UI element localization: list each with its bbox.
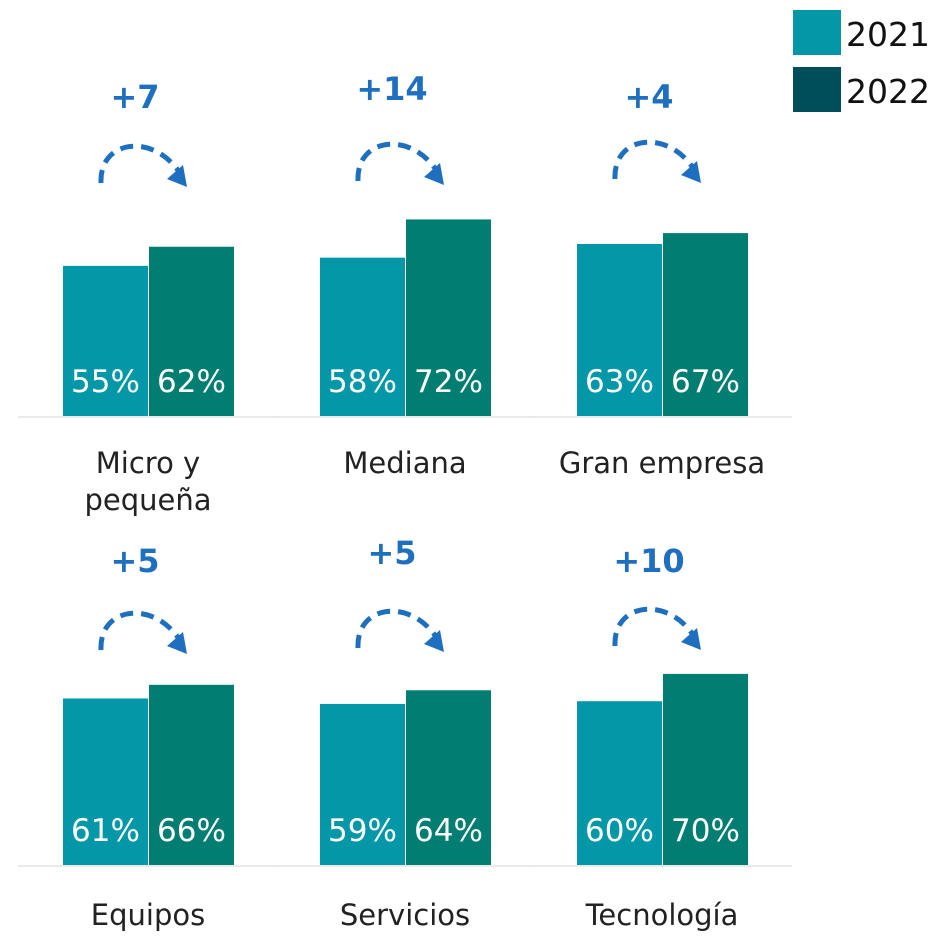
legend-swatch-2022: [793, 67, 841, 112]
change-arrow-mediana: [355, 141, 441, 182]
bar-gran-empresa-2022: [663, 233, 748, 416]
change-arrow-head-gran-empresa: [681, 161, 701, 183]
bar-servicios-2021: [320, 703, 405, 865]
change-arrow-head-mediana: [424, 163, 444, 185]
bar-micro-y-pequeña-2022: [149, 246, 234, 416]
change-arrow-head-tecnología: [681, 628, 701, 650]
category-label-servicios: Servicios: [340, 898, 470, 932]
bar-micro-y-pequeña-2021: [63, 265, 148, 416]
delta-label-gran-empresa: +4: [624, 78, 673, 116]
bar-label-mediana-2021: 58%: [328, 364, 397, 400]
category-label-tecnología: Tecnología: [585, 898, 739, 932]
change-arrow-head-servicios: [424, 630, 444, 652]
legend-label-2022: 2022: [846, 72, 930, 111]
delta-label-mediana: +14: [356, 70, 427, 108]
legend-label-2021: 2021: [846, 15, 930, 54]
change-arrow-equipos: [98, 610, 184, 651]
change-arrow-micro-y-pequeña: [98, 143, 184, 184]
bar-equipos-2021: [63, 698, 148, 865]
bar-label-equipos-2022: 66%: [157, 813, 226, 849]
delta-label-equipos: +5: [110, 542, 159, 580]
category-label-micro-y-pequeña-2: pequeña: [84, 483, 211, 517]
bar-tecnología-2021: [577, 701, 662, 865]
bar-label-tecnología-2021: 60%: [585, 813, 654, 849]
delta-label-servicios: +5: [367, 534, 416, 572]
bar-equipos-2022: [149, 684, 234, 865]
change-arrow-head-micro-y-pequeña: [167, 165, 187, 187]
category-label-equipos: Equipos: [91, 898, 205, 932]
change-arrow-servicios: [355, 608, 441, 649]
category-label-mediana: Mediana: [343, 446, 466, 480]
bar-label-equipos-2021: 61%: [71, 813, 140, 849]
bar-tecnología-2022: [663, 673, 748, 865]
change-arrow-tecnología: [612, 606, 698, 647]
delta-label-tecnología: +10: [613, 542, 684, 580]
bar-label-micro-y-pequeña-2022: 62%: [157, 364, 226, 400]
bar-label-servicios-2022: 64%: [414, 813, 483, 849]
legend-swatch-2021: [793, 10, 841, 55]
bar-label-tecnología-2022: 70%: [671, 813, 740, 849]
delta-label-micro-y-pequeña: +7: [110, 78, 159, 116]
bar-gran-empresa-2021: [577, 244, 662, 416]
bar-label-mediana-2022: 72%: [414, 364, 483, 400]
bar-label-servicios-2021: 59%: [328, 813, 397, 849]
change-arrow-head-equipos: [167, 632, 187, 654]
bar-mediana-2022: [406, 219, 491, 416]
change-arrow-gran-empresa: [612, 139, 698, 180]
bar-label-gran-empresa-2021: 63%: [585, 364, 654, 400]
category-label-gran-empresa: Gran empresa: [559, 446, 765, 480]
bar-label-micro-y-pequeña-2021: 55%: [71, 364, 140, 400]
category-label-micro-y-pequeña-1: Micro y: [96, 446, 200, 480]
bar-label-gran-empresa-2022: 67%: [671, 364, 740, 400]
bar-mediana-2021: [320, 257, 405, 416]
bar-servicios-2022: [406, 690, 491, 865]
